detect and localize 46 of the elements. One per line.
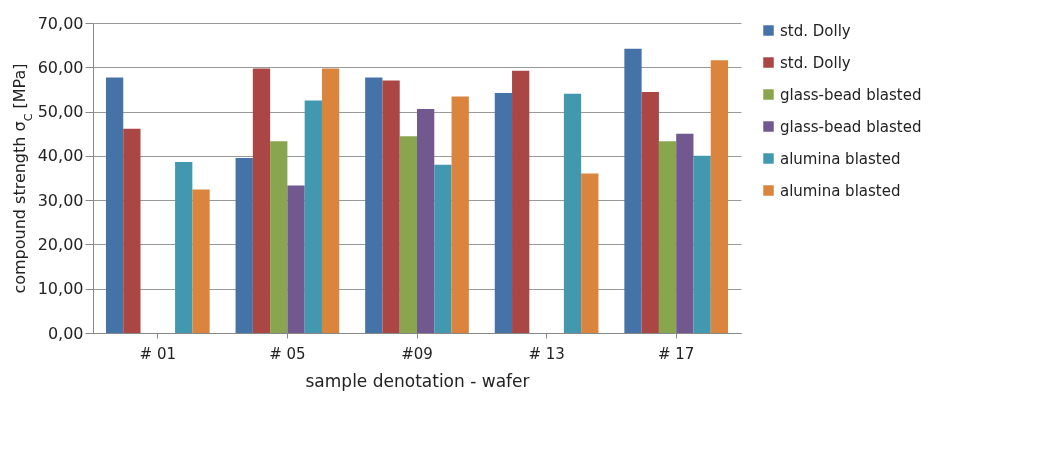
- y-tick-label: 0,00: [47, 323, 84, 343]
- bar: [658, 141, 677, 333]
- legend-label: glass-bead blasted: [780, 85, 922, 104]
- y-tick-label: 70,00: [37, 13, 84, 33]
- bar: [192, 189, 210, 333]
- bar: [417, 108, 435, 333]
- bar: [494, 92, 513, 333]
- bar: [581, 173, 599, 333]
- x-tick-label: #09: [401, 344, 433, 363]
- bar: [710, 60, 729, 333]
- y-tick-label: 20,00: [37, 234, 84, 254]
- y-tick-label: 50,00: [37, 102, 84, 122]
- bar: [434, 164, 452, 333]
- bar: [235, 158, 253, 333]
- x-axis-title: sample denotation - wafer: [305, 370, 530, 391]
- x-tick-label: # 17: [657, 344, 695, 363]
- x-tick-label: # 13: [528, 344, 565, 363]
- bar: [451, 96, 469, 333]
- x-tick-label: # 01: [139, 344, 177, 363]
- bar: [105, 77, 124, 333]
- bar: [399, 136, 417, 333]
- bar: [321, 68, 340, 333]
- legend-label: std. Dolly: [780, 53, 851, 72]
- bar: [563, 93, 582, 333]
- y-tick-label: 40,00: [37, 146, 84, 166]
- bar: [624, 48, 642, 333]
- y-tick-label: 10,00: [37, 279, 84, 299]
- legend-label: alumina blasted: [780, 149, 901, 168]
- legend-label: glass-bead blasted: [780, 117, 922, 136]
- y-tick-label: 30,00: [37, 190, 84, 210]
- legend-label: std. Dolly: [780, 21, 851, 40]
- bar: [365, 77, 383, 333]
- bar: [676, 133, 694, 333]
- legend-label: alumina blasted: [780, 181, 901, 200]
- y-tick-label: 60,00: [37, 57, 84, 77]
- bar: [641, 92, 659, 333]
- bar: [123, 128, 141, 333]
- bar: [252, 68, 271, 333]
- bar: [287, 185, 305, 333]
- bar: [270, 141, 288, 333]
- bar: [304, 100, 322, 333]
- bar: [693, 155, 711, 333]
- bar: [175, 162, 193, 333]
- x-tick-label: # 05: [269, 344, 306, 363]
- bar: [382, 80, 400, 333]
- bar: [512, 70, 530, 333]
